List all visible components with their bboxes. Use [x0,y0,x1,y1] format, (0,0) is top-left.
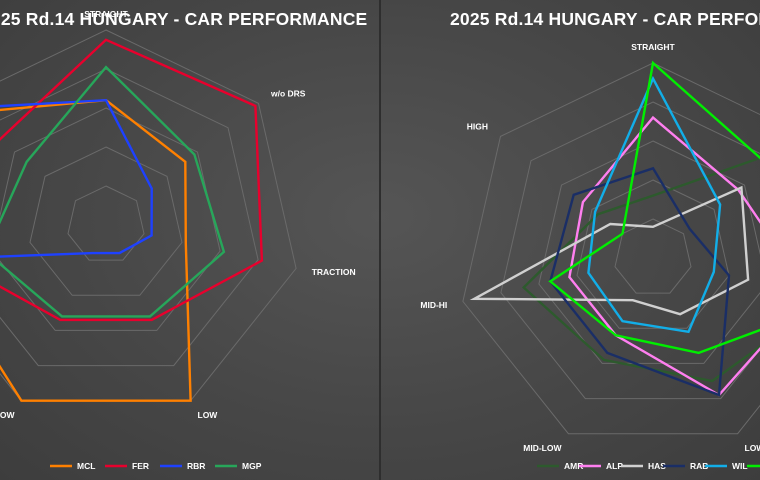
series-rab-line [548,166,731,397]
grid-ring [0,29,297,402]
left-radar-panel: 2025 Rd.14 HUNGARY - CAR PERFORMANCE STR… [0,9,368,471]
series-rbr-line [0,98,153,258]
series-amr-line [521,156,760,383]
grid-ring [576,179,730,329]
legend-label-has: HAS [648,461,666,471]
right-radar-panel: 2025 Rd.14 HUNGARY - CAR PERFORMANCE STR… [381,0,760,480]
legend-label-fer: FER [132,461,149,471]
legend-label-rab: RAB [690,461,708,471]
series-s-line [548,60,760,355]
legend-label-mcl: MCL [77,461,95,471]
axis-label-low: LOW [745,443,760,453]
legend-label-alp: ALP [606,461,623,471]
panel-divider [379,0,381,480]
legend-label-mgp: MGP [242,461,262,471]
series-alp-line [568,115,760,397]
series-has-line [469,185,750,316]
grid-ring [0,68,259,367]
axis-label-straight: STRAIGHT [631,42,675,52]
series-mcl-line [0,98,192,402]
axis-label-mid-hi: MID-HI [420,300,447,310]
grid-ring [538,140,760,364]
radar-grid [462,62,760,435]
axis-label-straight: STRAIGHT [84,9,128,19]
axis-label-traction: TRACTION [312,267,356,277]
axis-label-low: LOW [198,410,219,420]
grid-ring [462,62,760,435]
legend-label-amr: AMR [564,461,583,471]
legend-label-wil: WIL [732,461,748,471]
legend: MCL FER RBR MGP [50,461,262,471]
legend: AMRALPHASRABWILS [537,461,760,471]
legend-label-rbr: RBR [187,461,205,471]
axis-label-mid-low: MID-LOW [0,410,15,420]
chart-title: 2025 Rd.14 HUNGARY - CAR PERFORMANCE [450,9,760,29]
axis-label-w-o-drs: w/o DRS [270,88,306,98]
grid-ring [67,185,145,261]
grid-ring [0,107,221,331]
chart-title: 2025 Rd.14 HUNGARY - CAR PERFORMANCE [0,9,368,29]
axis-label-high: HIGH [467,121,488,131]
series-fer-line [0,38,264,322]
grid-ring [500,101,760,400]
series-mgp-line [0,65,226,318]
radar-grid [0,29,297,402]
grid-ring [29,146,183,296]
series-wil-line [587,75,722,334]
grid-ring [614,218,692,294]
axis-label-mid-low: MID-LOW [523,443,562,453]
